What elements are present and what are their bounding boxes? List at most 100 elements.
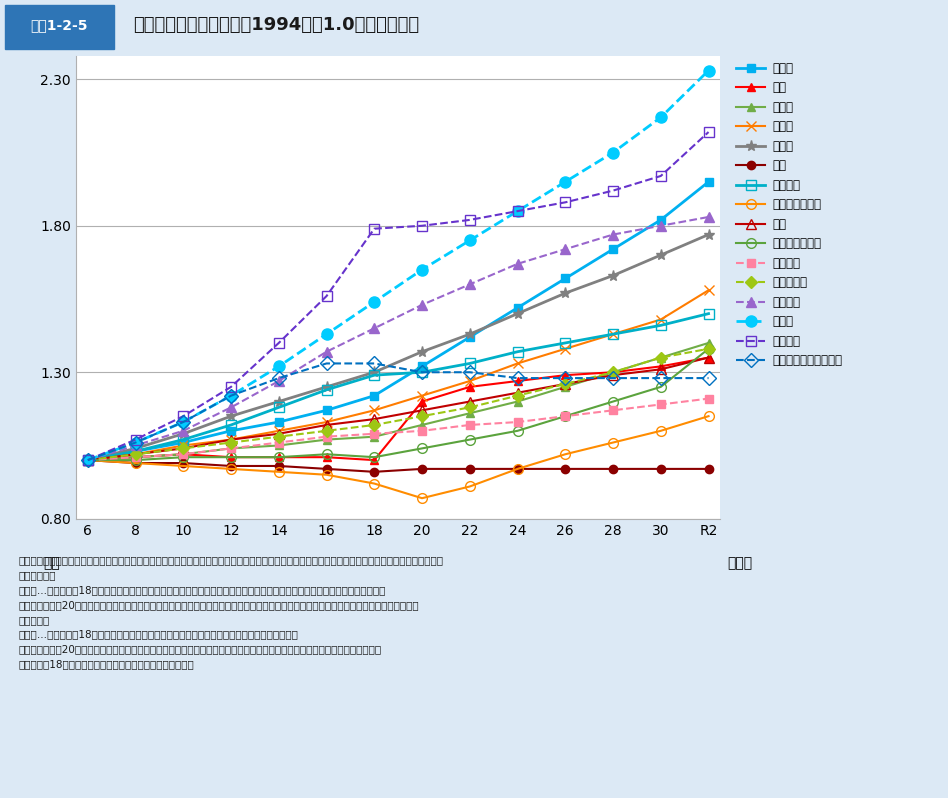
麻酔科: [655, 113, 666, 122]
麻酔科: [177, 417, 189, 427]
精神科: [130, 444, 141, 453]
外科: [512, 464, 523, 474]
総　数: [226, 426, 237, 436]
泌尿器科: [130, 452, 141, 462]
Line: 内科: 内科: [83, 354, 713, 464]
リハビリテーション科: [512, 373, 523, 383]
麻酔科: [226, 391, 237, 401]
眼科: [465, 397, 476, 406]
Line: 小児科: 小児科: [83, 339, 713, 464]
精神科: [702, 230, 714, 239]
Line: 産科・産婦人科: 産科・産婦人科: [82, 411, 714, 503]
精神科: [416, 347, 428, 357]
泌尿器科: [82, 456, 94, 465]
Line: 形成外科: 形成外科: [82, 127, 714, 465]
内科: [177, 449, 189, 459]
内科: [226, 452, 237, 462]
小児科: [82, 456, 94, 465]
整形外科: [702, 309, 714, 318]
産科・産婦人科: [130, 458, 141, 468]
外科: [465, 464, 476, 474]
皮膚科: [655, 314, 666, 324]
精神科: [82, 456, 94, 465]
整形外科: [226, 421, 237, 430]
眼科: [559, 379, 571, 389]
麻酔科: [369, 297, 380, 306]
脳神経外科: [177, 444, 189, 453]
産科・産婦人科: [655, 426, 666, 436]
Line: 眼科: 眼科: [82, 353, 714, 465]
耳鼻いんこう科: [655, 382, 666, 392]
形成外科: [273, 338, 284, 348]
脳神経外科: [226, 438, 237, 448]
総　数: [273, 417, 284, 427]
小児科: [369, 432, 380, 441]
総　数: [416, 361, 428, 371]
リハビリテーション科: [177, 417, 189, 427]
放射線科: [655, 221, 666, 231]
眼科: [177, 444, 189, 453]
Line: 外科: 外科: [83, 456, 713, 476]
リハビリテーション科: [226, 391, 237, 401]
皮膚科: [512, 358, 523, 368]
産科・産婦人科: [177, 461, 189, 471]
耳鼻いんこう科: [702, 344, 714, 354]
総　数: [130, 447, 141, 456]
Line: 精神科: 精神科: [82, 229, 714, 466]
Line: 整形外科: 整形外科: [82, 309, 714, 465]
整形外科: [655, 321, 666, 330]
放射線科: [559, 244, 571, 254]
放射線科: [273, 376, 284, 385]
精神科: [320, 382, 332, 392]
整形外科: [416, 367, 428, 377]
耳鼻いんこう科: [320, 449, 332, 459]
外科: [177, 458, 189, 468]
泌尿器科: [655, 400, 666, 409]
耳鼻いんこう科: [465, 435, 476, 444]
Line: 泌尿器科: 泌尿器科: [83, 394, 713, 464]
泌尿器科: [177, 449, 189, 459]
外科: [320, 464, 332, 474]
整形外科: [608, 330, 619, 339]
耳鼻いんこう科: [130, 456, 141, 465]
脳神経外科: [273, 432, 284, 441]
総　数: [559, 274, 571, 283]
小児科: [655, 353, 666, 362]
精神科: [369, 367, 380, 377]
耳鼻いんこう科: [512, 426, 523, 436]
総　数: [320, 405, 332, 415]
皮膚科: [702, 286, 714, 295]
整形外科: [369, 370, 380, 380]
外科: [82, 456, 94, 465]
産科・産婦人科: [82, 456, 94, 465]
整形外科: [512, 347, 523, 357]
小児科: [226, 444, 237, 453]
皮膚科: [82, 456, 94, 465]
リハビリテーション科: [655, 373, 666, 383]
皮膚科: [320, 417, 332, 427]
総　数: [82, 456, 94, 465]
麻酔科: [130, 438, 141, 448]
眼科: [273, 429, 284, 439]
小児科: [512, 397, 523, 406]
耳鼻いんこう科: [273, 452, 284, 462]
小児科: [559, 382, 571, 392]
内科: [702, 353, 714, 362]
Legend: 総　数, 内科, 小児科, 皮膚科, 精神科, 外科, 整形外科, 産科・産婦人科, 眼科, 耳鼻いんこう科, 泌尿器科, 脳神経外科, 放射線科, 麻酔科, : 総 数, 内科, 小児科, 皮膚科, 精神科, 外科, 整形外科, 産科・産婦人…: [736, 61, 843, 367]
皮膚科: [465, 376, 476, 385]
眼科: [702, 353, 714, 362]
形成外科: [655, 172, 666, 181]
整形外科: [559, 338, 571, 348]
小児科: [130, 452, 141, 462]
泌尿器科: [559, 412, 571, 421]
リハビリテーション科: [608, 373, 619, 383]
整形外科: [130, 447, 141, 456]
内科: [130, 452, 141, 462]
外科: [416, 464, 428, 474]
放射線科: [608, 230, 619, 239]
総　数: [608, 244, 619, 254]
Text: 図表1-2-5: 図表1-2-5: [30, 18, 87, 32]
内科: [320, 452, 332, 462]
形成外科: [226, 382, 237, 392]
精神科: [655, 251, 666, 260]
